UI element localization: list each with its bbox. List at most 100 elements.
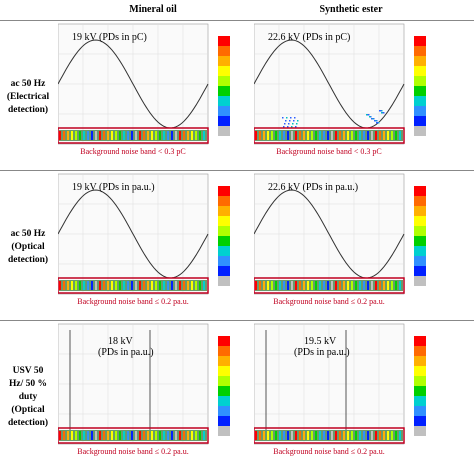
pd-dot bbox=[285, 120, 287, 122]
row-label-line: detection) bbox=[7, 417, 49, 428]
noise-band-stripe bbox=[323, 431, 325, 440]
noise-band-stripe bbox=[331, 281, 333, 290]
color-scale bbox=[218, 266, 230, 276]
color-scale bbox=[218, 216, 230, 226]
color-scale bbox=[218, 246, 230, 256]
noise-band-stripe bbox=[91, 431, 93, 440]
color-scale bbox=[414, 256, 426, 266]
noise-band-stripe bbox=[179, 131, 181, 140]
pd-pattern: 19.5 kV (PDs in pa.u.) Background noise ba… bbox=[254, 323, 426, 456]
noise-band-stripe bbox=[99, 131, 101, 140]
noise-band-stripe bbox=[191, 431, 193, 440]
noise-band-stripe bbox=[111, 281, 113, 290]
noise-band-stripe bbox=[151, 131, 153, 140]
pd-dot bbox=[370, 116, 372, 118]
noise-highlight bbox=[254, 127, 405, 144]
noise-band-stripe bbox=[91, 131, 93, 140]
color-scale bbox=[218, 196, 230, 206]
color-scale bbox=[218, 426, 230, 436]
noise-band-stripe bbox=[127, 431, 129, 440]
noise-band-stripe bbox=[371, 431, 373, 440]
noise-band-stripe bbox=[387, 131, 389, 140]
color-scale bbox=[414, 96, 426, 106]
color-scale bbox=[218, 96, 230, 106]
noise-band-stripe bbox=[127, 281, 129, 290]
noise-band-stripe bbox=[83, 281, 85, 290]
pd-dot bbox=[291, 126, 293, 128]
pd-dot bbox=[290, 117, 292, 119]
pd-dot bbox=[376, 120, 378, 122]
noise-band-stripe bbox=[95, 281, 97, 290]
pd-dot bbox=[282, 117, 284, 119]
row-label-line: (Optical bbox=[11, 241, 45, 252]
noise-band-stripe bbox=[195, 281, 197, 290]
color-scale bbox=[218, 376, 230, 386]
noise-band-stripe bbox=[383, 131, 385, 140]
noise-band-stripe bbox=[311, 281, 313, 290]
noise-band-stripe bbox=[167, 281, 169, 290]
noise-band-stripe bbox=[287, 431, 289, 440]
noise-band-stripe bbox=[87, 131, 89, 140]
noise-band-stripe bbox=[259, 131, 261, 140]
divider bbox=[0, 170, 474, 171]
noise-band-stripe bbox=[71, 431, 73, 440]
pd-dot bbox=[382, 112, 384, 114]
noise-band-stripe bbox=[311, 431, 313, 440]
color-scale bbox=[218, 366, 230, 376]
noise-band-stripe bbox=[339, 131, 341, 140]
noise-band-stripe bbox=[103, 281, 105, 290]
noise-band-stripe bbox=[131, 131, 133, 140]
noise-highlight bbox=[58, 127, 209, 144]
noise-band-stripe bbox=[391, 131, 393, 140]
noise-band-stripe bbox=[263, 431, 265, 440]
noise-band-stripe bbox=[179, 431, 181, 440]
color-scale bbox=[414, 86, 426, 96]
noise-band-stripe bbox=[335, 281, 337, 290]
noise-band-stripe bbox=[163, 431, 165, 440]
noise-band-stripe bbox=[167, 131, 169, 140]
noise-band-stripe bbox=[103, 431, 105, 440]
color-scale bbox=[218, 36, 230, 46]
noise-band-stripe bbox=[163, 281, 165, 290]
noise-band-stripe bbox=[387, 431, 389, 440]
noise-band-stripe bbox=[315, 281, 317, 290]
color-scale bbox=[414, 366, 426, 376]
color-scale bbox=[218, 66, 230, 76]
noise-band-stripe bbox=[119, 431, 121, 440]
noise-band-stripe bbox=[359, 281, 361, 290]
noise-band-stripe bbox=[383, 431, 385, 440]
noise-band-stripe bbox=[375, 281, 377, 290]
noise-band-stripe bbox=[75, 131, 77, 140]
color-scale bbox=[218, 76, 230, 86]
color-scale bbox=[414, 276, 426, 286]
noise-band-stripe bbox=[391, 281, 393, 290]
pd-dot bbox=[369, 116, 371, 118]
noise-band-stripe bbox=[115, 281, 117, 290]
pd-dot bbox=[283, 126, 285, 128]
noise-band-stripe bbox=[379, 131, 381, 140]
color-scale bbox=[218, 356, 230, 366]
noise-band-stripe bbox=[71, 131, 73, 140]
color-scale bbox=[414, 346, 426, 356]
noise-band-stripe bbox=[395, 281, 397, 290]
annotation-line: (PDs in pa.u.) bbox=[98, 347, 154, 358]
noise-band-stripe bbox=[191, 281, 193, 290]
color-scale bbox=[414, 106, 426, 116]
noise-band-stripe bbox=[307, 131, 309, 140]
noise-band-stripe bbox=[187, 131, 189, 140]
row-label-line: detection) bbox=[7, 254, 49, 265]
noise-band-stripe bbox=[119, 131, 121, 140]
color-scale bbox=[414, 186, 426, 196]
noise-band-stripe bbox=[291, 131, 293, 140]
voltage-annotation: 22.6 kV (PDs in pa.u.) bbox=[268, 182, 358, 193]
noise-band-stripe bbox=[259, 281, 261, 290]
noise-band-stripe bbox=[67, 131, 69, 140]
noise-band-stripe bbox=[159, 431, 161, 440]
color-scale bbox=[218, 346, 230, 356]
color-scale bbox=[414, 76, 426, 86]
annotation-line: 22.6 kV (PDs in pC) bbox=[268, 32, 350, 43]
noise-band-stripe bbox=[203, 431, 205, 440]
noise-band-stripe bbox=[139, 131, 141, 140]
noise-band-stripe bbox=[187, 431, 189, 440]
